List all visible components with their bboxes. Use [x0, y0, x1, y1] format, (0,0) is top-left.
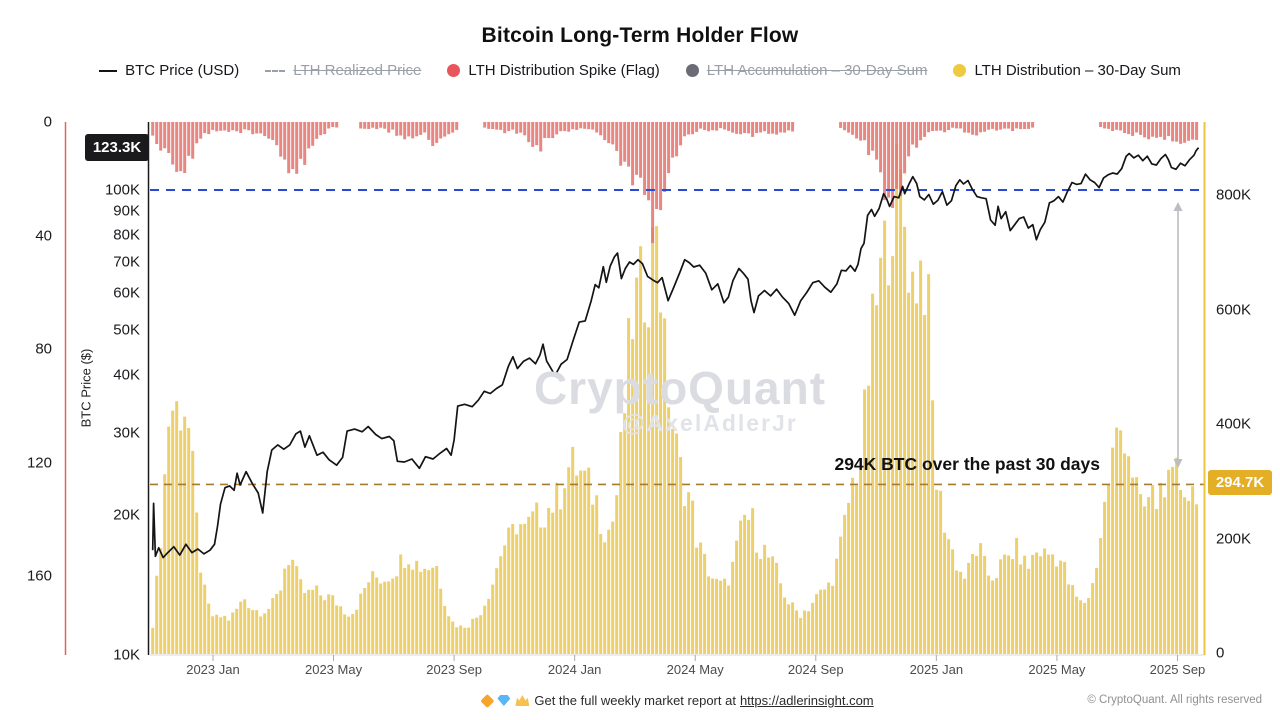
current-distribution-badge: 294.7K — [1208, 470, 1272, 495]
raised-hands-icon — [515, 695, 530, 706]
legend-marker-dot-icon — [953, 64, 967, 77]
legend-marker-dash-icon — [265, 69, 286, 72]
price-axis-title: BTC Price ($) — [78, 348, 94, 428]
legend-marker-line-icon — [99, 69, 118, 72]
chart-title: Bitcoin Long-Term Holder Flow — [481, 24, 799, 47]
annotation-text: 294K BTC over the past 30 days — [834, 454, 1100, 474]
legend-item-1[interactable]: LTH Realized Price — [265, 62, 421, 79]
legend-label: LTH Realized Price — [293, 62, 422, 79]
legend-marker-dot-icon — [447, 64, 461, 77]
legend-label: LTH Distribution Spike (Flag) — [468, 62, 660, 79]
legend-label: LTH Distribution – 30-Day Sum — [974, 62, 1181, 79]
copyright-text: © CryptoQuant. All rights reserved — [1087, 694, 1262, 706]
legend-item-0[interactable]: BTC Price (USD) — [99, 62, 239, 79]
legend-item-2[interactable]: LTH Distribution Spike (Flag) — [447, 62, 660, 79]
orange-diamond-icon — [480, 693, 495, 708]
footer-promo-text: Get the full weekly market report at — [534, 693, 736, 708]
legend-item-3[interactable]: LTH Accumulation – 30-Day Sum — [685, 62, 928, 79]
last-price-badge: 123.3K — [85, 134, 149, 161]
footer-promo: Get the full weekly market report at htt… — [480, 693, 874, 708]
legend: BTC Price (USD) LTH Realized Price LTH Dis… — [0, 62, 1280, 79]
legend-marker-dot-icon — [685, 64, 699, 77]
legend-item-4[interactable]: LTH Distribution – 30-Day Sum — [953, 62, 1181, 79]
legend-label: LTH Accumulation – 30-Day Sum — [706, 62, 928, 79]
footer-report-link[interactable]: https://adlerinsight.com — [739, 693, 874, 708]
legend-label: BTC Price (USD) — [125, 62, 240, 79]
blue-gem-icon — [497, 695, 511, 706]
